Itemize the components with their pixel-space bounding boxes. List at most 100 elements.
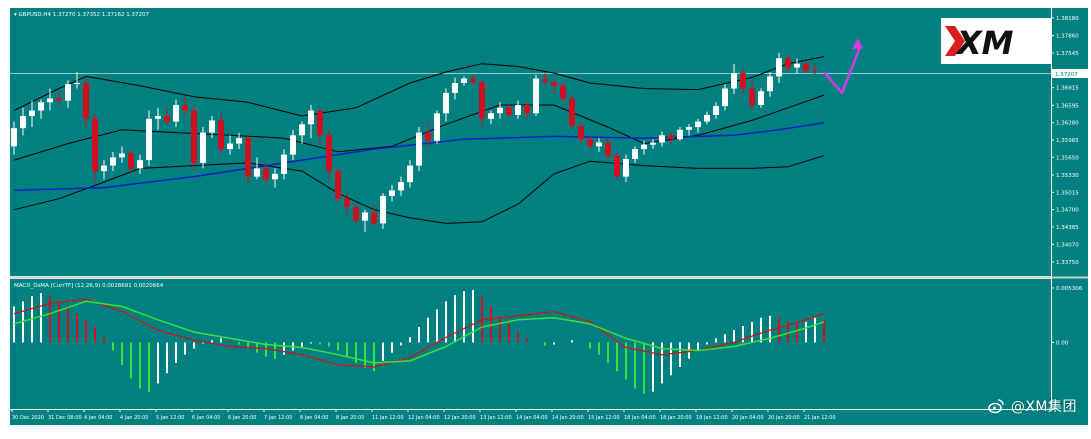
candle-body: [398, 182, 404, 191]
time-tick-label: 30 Dec 2020: [12, 415, 44, 421]
candle-body: [497, 107, 503, 114]
low-value: 1.37162: [102, 12, 125, 18]
time-tick-label: 6 Jan 04:00: [192, 415, 220, 421]
candle-body: [371, 212, 377, 224]
candle-body: [803, 63, 809, 71]
candle-body: [83, 82, 89, 119]
time-tick-label: 21 Jan 12:00: [804, 415, 836, 421]
candle-body: [614, 155, 620, 177]
price-tick-label: 1.36280: [1056, 121, 1079, 127]
candle-body: [434, 113, 440, 141]
candle-body: [353, 206, 359, 221]
candle-body: [281, 154, 287, 174]
candle-body: [551, 81, 557, 86]
candle-body: [668, 135, 674, 140]
price-tick-label: 1.34385: [1056, 225, 1079, 231]
candle-body: [488, 113, 494, 119]
candle-body: [209, 120, 215, 133]
candle-body: [578, 125, 584, 140]
logo-text: XM: [955, 24, 1014, 62]
candle-body: [416, 132, 422, 166]
candle-body: [272, 173, 278, 180]
candle-body: [695, 121, 701, 128]
price-tick-label: 1.35650: [1056, 155, 1079, 161]
candle-body: [191, 110, 197, 163]
candle-body: [200, 132, 206, 163]
time-tick-label: 8 Jan 20:00: [336, 415, 364, 421]
current-price-tag: [1052, 69, 1088, 78]
candle-body: [362, 212, 368, 221]
bollinger-middle-line: [13, 94, 825, 161]
candle-body: [470, 78, 476, 82]
candle-body: [740, 73, 746, 89]
candle-body: [137, 160, 143, 169]
main-header-text: ▾ GBPUSD,H4 1.37270 1.37352 1.37162 1.37…: [14, 12, 150, 18]
candle-body: [218, 120, 224, 150]
time-tick-label: 7 Jan 12:00: [264, 415, 292, 421]
candle-body: [506, 107, 512, 115]
candle-body: [254, 168, 260, 177]
time-tick-label: 4 Jan 04:00: [84, 415, 112, 421]
candle-body: [38, 102, 44, 111]
time-tick-label: 12 Jan 04:00: [408, 415, 440, 421]
price-tick-label: 1.36915: [1056, 86, 1079, 92]
candle-body: [92, 118, 98, 172]
candle-body: [650, 142, 656, 145]
price-tick-label: 1.34070: [1056, 242, 1079, 248]
main-panel-bg[interactable]: [10, 8, 1051, 276]
time-tick-label: 20 Jan 04:00: [732, 415, 764, 421]
candle-body: [677, 129, 683, 140]
candle-body: [20, 116, 26, 129]
indicator-name: MACD_OsMA: [14, 283, 49, 289]
candle-body: [227, 143, 233, 150]
time-tick-label: 15 Jan 12:00: [588, 415, 620, 421]
candle-body: [245, 138, 251, 177]
sub-panel-bg[interactable]: [10, 279, 1051, 409]
signal-line: [13, 300, 825, 364]
candle-body: [479, 81, 485, 119]
price-tick-label: 1.38180: [1056, 16, 1079, 22]
candle-body: [623, 159, 629, 177]
candle-body: [119, 153, 125, 158]
open-value: 1.37270: [53, 12, 76, 18]
candle-body: [110, 157, 116, 166]
candle-body: [236, 138, 242, 144]
price-tick-label: 1.37860: [1056, 34, 1079, 40]
sub-scale[interactable]: 0.005306 0.00: [1051, 286, 1083, 346]
candle-body: [389, 190, 395, 196]
time-tick-label: 20 Jan 20:00: [768, 415, 800, 421]
time-tick-label: 31 Dec 08:00: [48, 415, 82, 421]
candle-body: [569, 98, 575, 126]
candle-body: [749, 88, 755, 106]
time-axis[interactable]: 30 Dec 2020 31 Dec 08:00 4 Jan 04:00 4 Jan …: [11, 409, 836, 421]
candle-body: [299, 124, 305, 136]
candle-body: [524, 105, 530, 114]
time-tick-label: 14 Jan 20:00: [552, 415, 584, 421]
time-tick-label: 18 Jan 04:00: [624, 415, 656, 421]
time-tick-label: 14 Jan 04:00: [516, 415, 548, 421]
time-tick-label: 8 Jan 04:00: [300, 415, 328, 421]
candle-body: [812, 70, 818, 72]
candle-body: [29, 110, 35, 117]
candle-body: [11, 128, 17, 147]
price-tick-label: 1.35965: [1056, 138, 1079, 144]
time-tick-label: 12 Jan 20:00: [444, 415, 476, 421]
price-scale[interactable]: 1.38180 1.37860 1.37545 1.36915 1.36595 1.362…: [1051, 16, 1079, 266]
candle-body: [164, 116, 170, 122]
candle-body: [47, 98, 53, 103]
candle-body: [461, 78, 467, 83]
candle-body: [290, 135, 296, 155]
candle-body: [128, 153, 134, 169]
forecast-arrow-head: [852, 38, 863, 50]
candle-body: [425, 132, 431, 141]
candle-body: [146, 118, 152, 161]
candle-body: [758, 91, 764, 106]
candle-body: [65, 84, 71, 101]
candle-body: [74, 82, 80, 85]
logo-red-chevron: [945, 26, 965, 56]
candle-body: [515, 105, 521, 115]
candle-body: [263, 168, 269, 180]
indicator-value-2: 0.0020664: [134, 283, 164, 289]
current-price-tag-text: 1.37207: [1055, 72, 1078, 78]
